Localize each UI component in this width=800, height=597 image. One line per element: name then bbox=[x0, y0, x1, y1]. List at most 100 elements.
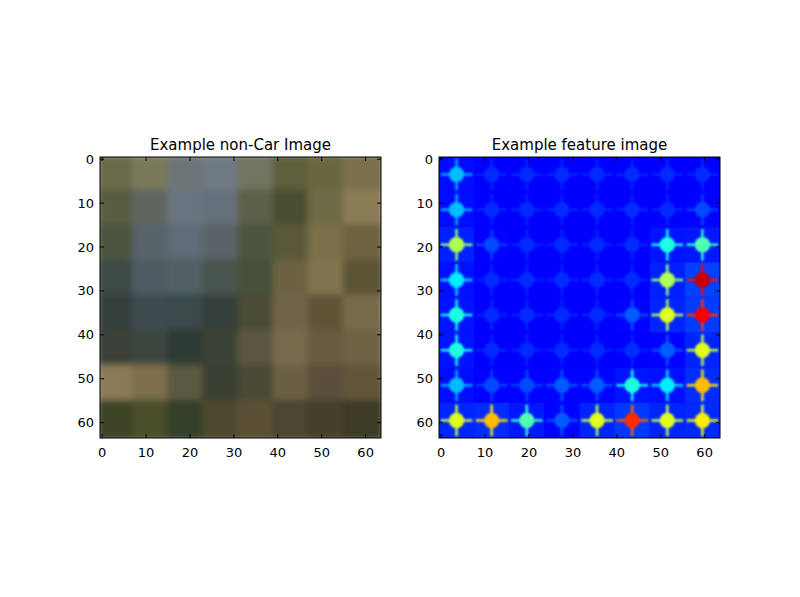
image-cell bbox=[238, 189, 279, 230]
x-tick bbox=[485, 157, 486, 161]
feature-cell bbox=[439, 262, 474, 297]
y-tick-label: 0 bbox=[425, 152, 433, 167]
x-tick bbox=[233, 157, 234, 161]
feature-cell bbox=[580, 298, 615, 333]
feature-cell bbox=[685, 368, 720, 403]
y-tick-label: 50 bbox=[77, 371, 94, 386]
x-tick bbox=[102, 434, 103, 438]
image-cell bbox=[238, 400, 279, 438]
image-cell bbox=[132, 224, 173, 265]
image-cell bbox=[167, 295, 208, 336]
feature-cell bbox=[474, 157, 509, 192]
image-cell bbox=[202, 295, 243, 336]
image-cell bbox=[238, 259, 279, 300]
x-tick bbox=[277, 434, 278, 438]
y-tick bbox=[377, 203, 381, 204]
image-cell bbox=[238, 224, 279, 265]
x-tick bbox=[704, 434, 705, 438]
y-tick bbox=[377, 422, 381, 423]
image-cell bbox=[202, 400, 243, 438]
feature-cell bbox=[615, 403, 650, 438]
feature-cell bbox=[544, 157, 579, 192]
x-tick bbox=[660, 434, 661, 438]
x-tick bbox=[660, 157, 661, 161]
y-tick-label: 30 bbox=[416, 283, 433, 298]
feature-cell bbox=[580, 227, 615, 262]
image-cell bbox=[273, 189, 314, 230]
x-tick-label: 40 bbox=[609, 445, 626, 460]
feature-cell bbox=[685, 157, 720, 192]
feature-cell bbox=[439, 333, 474, 368]
feature-cell bbox=[615, 298, 650, 333]
frame bbox=[100, 157, 381, 438]
feature-cell bbox=[509, 298, 544, 333]
image-cell bbox=[238, 330, 279, 371]
feature-cell bbox=[439, 298, 474, 333]
x-tick-label: 20 bbox=[182, 445, 199, 460]
y-tick bbox=[716, 422, 720, 423]
x-tick-label: 30 bbox=[226, 445, 243, 460]
title: Example non-Car Image bbox=[150, 136, 331, 154]
x-tick bbox=[190, 157, 191, 161]
x-tick bbox=[233, 434, 234, 438]
x-tick-label: 50 bbox=[652, 445, 669, 460]
y-tick-label: 10 bbox=[77, 196, 94, 211]
image-cell bbox=[273, 400, 314, 438]
y-tick bbox=[377, 159, 381, 160]
y-tick-label: 20 bbox=[416, 240, 433, 255]
y-tick-label: 60 bbox=[416, 415, 433, 430]
y-tick-label: 0 bbox=[86, 152, 94, 167]
image-cell bbox=[202, 330, 243, 371]
image-cell bbox=[202, 224, 243, 265]
image-cell bbox=[167, 400, 208, 438]
image-cell bbox=[273, 330, 314, 371]
image-cell bbox=[308, 224, 349, 265]
x-tick bbox=[321, 157, 322, 161]
x-tick bbox=[485, 434, 486, 438]
feature-cell bbox=[474, 192, 509, 227]
feature-cell bbox=[509, 157, 544, 192]
feature-cell bbox=[615, 227, 650, 262]
y-tick bbox=[439, 290, 443, 291]
y-tick bbox=[439, 422, 443, 423]
feature-cell bbox=[509, 403, 544, 438]
x-tick-label: 20 bbox=[521, 445, 538, 460]
x-tick bbox=[277, 157, 278, 161]
feature-cell bbox=[544, 403, 579, 438]
y-tick-label: 40 bbox=[77, 327, 94, 342]
feature-cell bbox=[650, 157, 685, 192]
image-cell bbox=[238, 295, 279, 336]
y-tick-label: 60 bbox=[77, 415, 94, 430]
x-tick bbox=[529, 157, 530, 161]
y-tick-label: 40 bbox=[416, 327, 433, 342]
axes: 01020304050600102030405060Example non-Ca… bbox=[77, 136, 384, 460]
x-tick-label: 0 bbox=[437, 445, 445, 460]
y-tick bbox=[716, 159, 720, 160]
feature-cell bbox=[474, 368, 509, 403]
y-tick-label: 20 bbox=[77, 240, 94, 255]
feature-cell bbox=[685, 262, 720, 297]
image-cell bbox=[273, 224, 314, 265]
feature-cell bbox=[685, 333, 720, 368]
feature-cell bbox=[439, 368, 474, 403]
x-tick-label: 60 bbox=[696, 445, 713, 460]
image-cell bbox=[273, 295, 314, 336]
frame bbox=[439, 157, 720, 438]
x-tick bbox=[572, 434, 573, 438]
x-tick-label: 60 bbox=[357, 445, 374, 460]
feature-cell bbox=[650, 262, 685, 297]
image-cell bbox=[343, 330, 381, 371]
y-tick-label: 10 bbox=[416, 196, 433, 211]
image-cell bbox=[343, 224, 381, 265]
y-tick bbox=[439, 247, 443, 248]
feature-cell bbox=[615, 368, 650, 403]
x-tick bbox=[365, 157, 366, 161]
y-tick bbox=[716, 247, 720, 248]
feature-cell bbox=[509, 333, 544, 368]
image-cell bbox=[202, 365, 243, 406]
y-tick bbox=[100, 203, 104, 204]
image-cell bbox=[308, 400, 349, 438]
feature-cell bbox=[685, 227, 720, 262]
feature-cell bbox=[580, 192, 615, 227]
x-tick bbox=[529, 434, 530, 438]
